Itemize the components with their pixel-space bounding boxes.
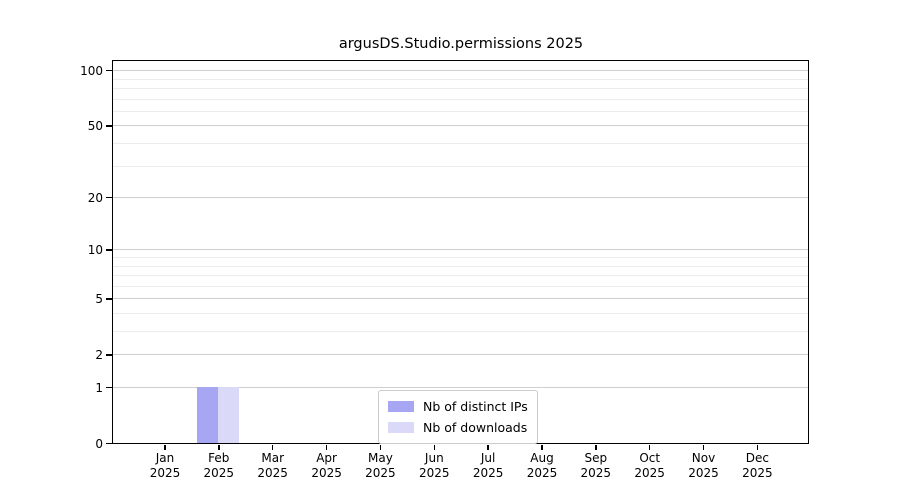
y-tick-label: 1: [95, 380, 103, 395]
y-tick-mark: [106, 354, 112, 356]
x-tick-label: Jul 2025: [472, 451, 504, 480]
x-tick-mark: [218, 445, 220, 450]
x-tick-mark: [379, 445, 382, 450]
minor-gridline: [113, 78, 808, 80]
minor-gridline: [113, 265, 808, 267]
x-tick-mark: [702, 445, 705, 450]
y-tick-label: 0: [95, 436, 103, 451]
x-tick-label: Sep 2025: [580, 451, 612, 480]
minor-gridline: [113, 87, 808, 89]
x-tick-label: Feb 2025: [203, 451, 235, 480]
x-tick-label: Jun 2025: [419, 451, 450, 480]
legend-item: Nb of distinct IPs: [388, 396, 528, 417]
legend-swatch: [388, 422, 414, 433]
major-gridline: [113, 298, 808, 300]
bar-downloads: [218, 387, 240, 443]
x-tick-mark: [487, 445, 489, 450]
x-tick-mark: [595, 445, 597, 450]
minor-gridline: [113, 256, 808, 258]
x-tick-label: Jan 2025: [149, 451, 181, 480]
major-gridline: [113, 354, 808, 356]
y-tick-mark: [106, 298, 112, 300]
minor-gridline: [113, 331, 808, 332]
x-tick-mark: [541, 445, 543, 450]
x-tick-label: Oct 2025: [634, 451, 665, 480]
legend-label: Nb of distinct IPs: [423, 399, 528, 414]
y-tick-mark: [106, 196, 112, 199]
y-tick-label: 5: [95, 291, 103, 306]
x-tick-mark: [271, 445, 274, 450]
bar-distinct-ips: [197, 387, 219, 443]
y-tick-mark: [106, 125, 112, 127]
major-gridline: [113, 70, 808, 72]
plot-area: [112, 60, 809, 444]
y-tick-mark: [106, 442, 112, 445]
x-tick-label: Mar 2025: [257, 451, 288, 480]
chart-title: argusDS.Studio.permissions 2025: [338, 36, 584, 52]
minor-gridline: [113, 312, 808, 314]
x-tick-mark: [648, 445, 651, 450]
x-tick-label: Dec 2025: [742, 451, 773, 480]
y-tick-mark: [106, 386, 112, 389]
major-gridline: [113, 249, 808, 251]
minor-gridline: [113, 165, 808, 167]
minor-gridline: [113, 285, 808, 287]
y-tick-mark: [106, 69, 112, 72]
x-tick-label: Aug 2025: [526, 451, 558, 480]
x-tick-mark: [325, 445, 328, 450]
x-tick-mark: [756, 445, 759, 450]
y-tick-label: 50: [87, 118, 103, 133]
y-tick-label: 20: [87, 190, 103, 205]
x-tick-label: May 2025: [365, 451, 396, 480]
minor-gridline: [113, 98, 808, 100]
y-tick-label: 2: [95, 347, 103, 362]
major-gridline: [113, 387, 808, 388]
legend-swatch: [388, 401, 414, 412]
legend: Nb of distinct IPs Nb of downloads: [378, 390, 538, 444]
y-tick-label: 100: [80, 63, 103, 78]
x-tick-label: Apr 2025: [311, 451, 342, 480]
legend-item: Nb of downloads: [388, 417, 528, 438]
legend-label: Nb of downloads: [423, 420, 528, 435]
x-tick-mark: [164, 445, 166, 450]
minor-gridline: [113, 110, 808, 112]
y-tick-label: 10: [87, 242, 103, 257]
y-tick-mark: [106, 249, 112, 251]
minor-gridline: [113, 142, 808, 144]
x-tick-label: Nov 2025: [688, 451, 719, 480]
x-tick-mark: [433, 445, 435, 450]
minor-gridline: [113, 275, 808, 276]
major-gridline: [113, 197, 808, 198]
major-gridline: [113, 125, 808, 127]
